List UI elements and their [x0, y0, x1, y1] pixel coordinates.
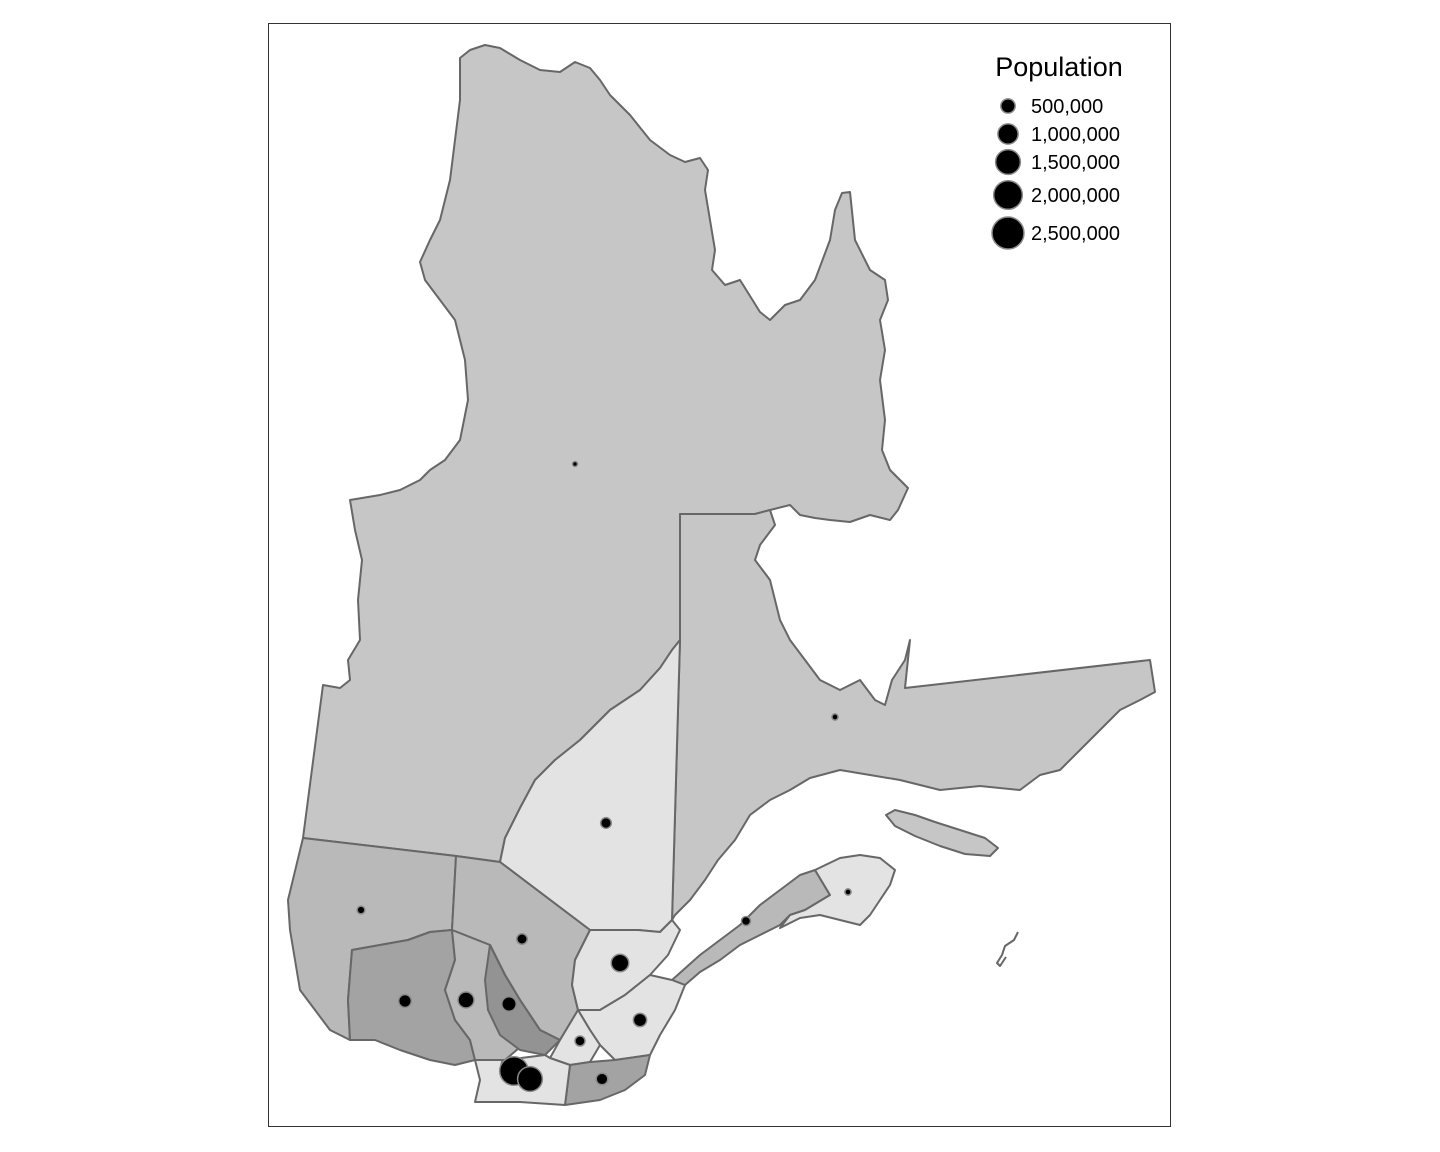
- population-symbol-laurentides: [457, 991, 475, 1009]
- legend-label-5: 2,500,000: [1031, 223, 1120, 245]
- legend-entries: 500,000 1,000,000 1,500,000 2,000,000 2,500,…: [991, 96, 1120, 250]
- population-symbol-gaspesie: [844, 888, 852, 896]
- legend-symbol-5: [991, 216, 1025, 250]
- region-anticosti-island: [885, 809, 999, 857]
- legend-label-2: 1,000,000: [1031, 124, 1120, 146]
- population-symbol-abitibi-temiscamingue: [356, 905, 366, 915]
- map-legend: Population 500,000 1,000,000 1,500,000 2,00…: [991, 52, 1123, 250]
- population-symbol-monteregie: [516, 1065, 544, 1093]
- population-symbol-lanaudiere: [501, 996, 517, 1012]
- population-symbols: [356, 460, 852, 1093]
- legend-label-3: 1,500,000: [1031, 152, 1120, 174]
- region-cote-nord: [671, 509, 1156, 921]
- population-symbol-nord-du-quebec: [571, 460, 579, 468]
- map-frame: [268, 23, 1171, 1127]
- population-symbol-chaudiere-appalaches: [632, 1012, 648, 1028]
- population-symbol-bas-saint-laurent: [740, 915, 752, 927]
- legend-symbol-1: [1000, 98, 1016, 114]
- region-polygons: [287, 44, 1156, 1106]
- population-symbol-cote-nord: [831, 713, 839, 721]
- legend-symbol-4: [992, 179, 1024, 211]
- legend-symbol-2: [997, 123, 1019, 145]
- population-symbol-centre-du-quebec: [574, 1035, 586, 1047]
- population-symbol-outaouais: [397, 993, 413, 1009]
- legend-label-4: 2,000,000: [1031, 185, 1120, 207]
- region-gaspesie: [779, 854, 896, 929]
- region-nord-du-quebec: [302, 44, 909, 863]
- population-symbol-estrie: [595, 1072, 609, 1086]
- population-symbol-saguenay-lac-saint-jean: [599, 816, 613, 830]
- population-symbol-capitale-nationale: [610, 953, 630, 973]
- legend-label-1: 500,000: [1031, 96, 1103, 118]
- legend-symbol-3: [994, 148, 1022, 176]
- region-iles-de-la-madeleine: [996, 931, 1019, 967]
- population-symbol-mauricie: [516, 933, 528, 945]
- legend-title: Population: [995, 52, 1123, 82]
